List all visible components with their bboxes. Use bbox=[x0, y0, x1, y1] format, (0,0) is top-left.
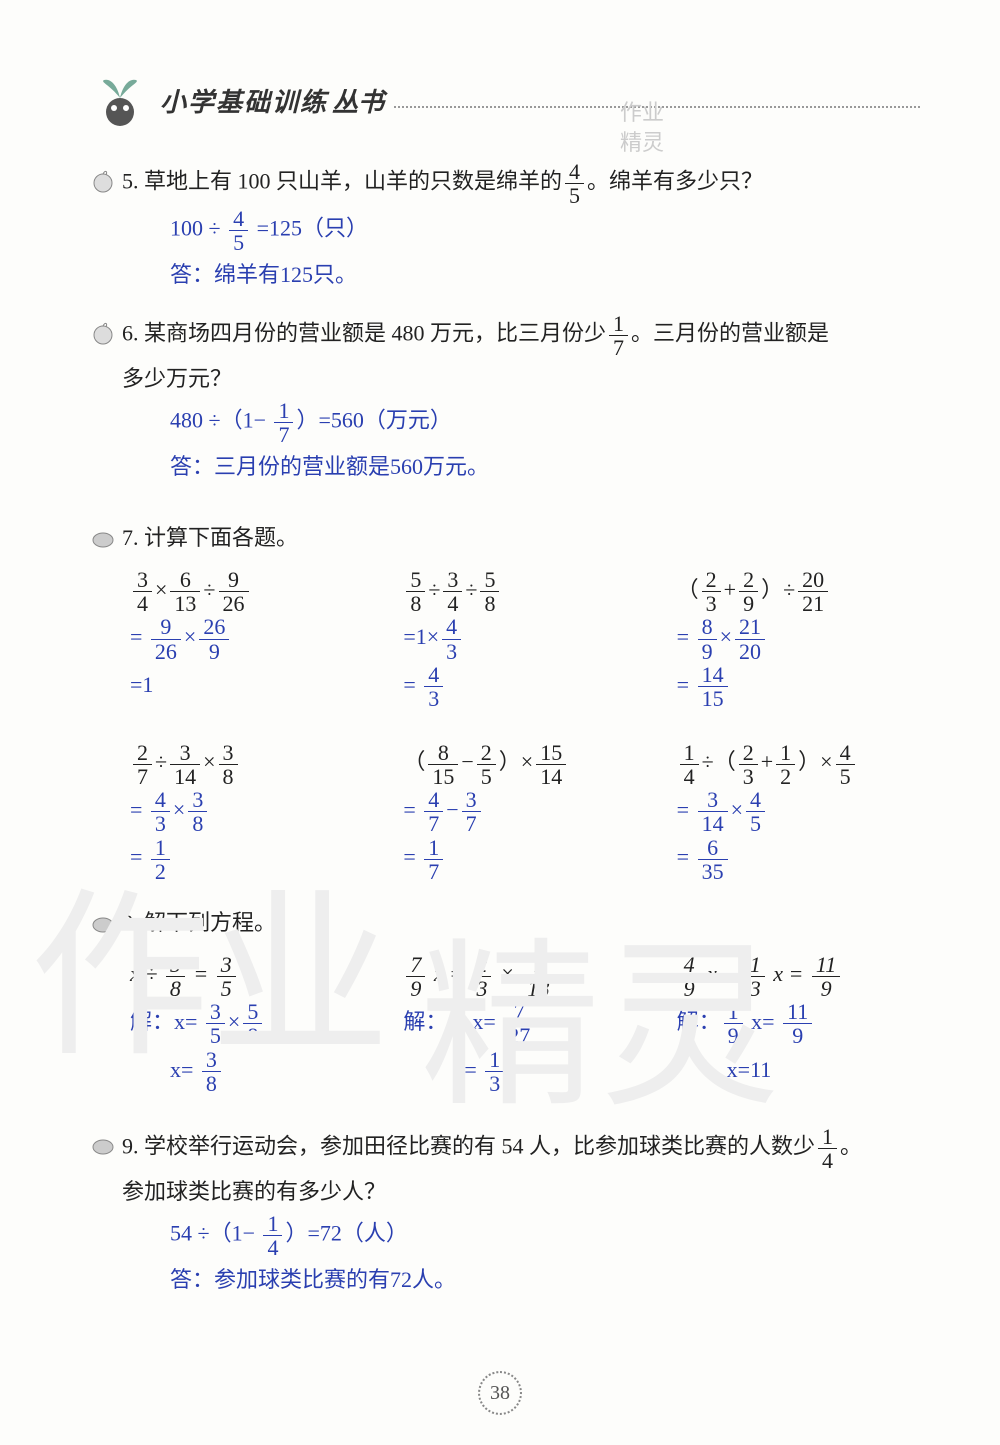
q6-text-c: 多少万元？ bbox=[122, 359, 829, 399]
q6-ans-b: ）=560（万元） bbox=[296, 408, 451, 433]
q5-number: 5. bbox=[122, 169, 139, 194]
q9-ans-b: ）=72（人） bbox=[285, 1220, 407, 1245]
q9-frac-n: 1 bbox=[818, 1125, 837, 1149]
q8-number: 8. bbox=[122, 910, 139, 935]
problem-7: 7. 计算下面各题。 34×613÷926= 926×269=1 58÷34÷5… bbox=[90, 518, 920, 883]
sprout-icon bbox=[90, 70, 150, 130]
q5-ansfrac-n: 4 bbox=[229, 207, 248, 231]
q7-c2: 58÷34÷58=1×43= 43 bbox=[403, 568, 646, 711]
problem-5: 5. 草地上有 100 只山羊，山羊的只数是绵羊的45。绵羊有多少只？ 100 … bbox=[90, 160, 920, 296]
q6-answer-1: 480 ÷（1− 17）=560（万元） bbox=[170, 399, 920, 446]
q6-answer-2: 答：三月份的营业额是560万元。 bbox=[170, 446, 920, 488]
q8-text: 解下列方程。 bbox=[144, 910, 276, 935]
q7-c1: 34×613÷926= 926×269=1 bbox=[130, 568, 373, 711]
q8-c1: x ÷ 58 = 35解：x= 35×58x= 38 bbox=[130, 952, 373, 1095]
q9-ansfrac-d: 4 bbox=[263, 1236, 282, 1259]
q5-answer-2: 答：绵羊有125只。 bbox=[170, 254, 920, 296]
q9-ans-a: 54 ÷（1− bbox=[170, 1220, 260, 1245]
q5-ans-b: =125（只） bbox=[251, 216, 368, 241]
q7-c5: （815−25）×1514= 47−37= 17 bbox=[403, 740, 646, 883]
q9-text-c: 参加球类比赛的有多少人？ bbox=[122, 1172, 862, 1212]
q6-number: 6. bbox=[122, 321, 139, 346]
q7-row-1: 34×613÷926= 926×269=1 58÷34÷58=1×43= 43 … bbox=[130, 568, 920, 711]
q7-c6: 14÷（23+12）×45= 314×45= 635 bbox=[677, 740, 920, 883]
q9-text-a: 学校举行运动会，参加田径比赛的有 54 人，比参加球类比赛的人数少 bbox=[144, 1134, 815, 1159]
q7-text: 计算下面各题。 bbox=[144, 525, 298, 550]
leaf-icon bbox=[90, 911, 116, 937]
problem-9: 9. 学校举行运动会，参加田径比赛的有 54 人，比参加球类比赛的人数少14。 … bbox=[90, 1125, 920, 1301]
q5-frac-d: 5 bbox=[565, 184, 584, 207]
q5-text-b: 。绵羊有多少只？ bbox=[587, 169, 763, 194]
leaf-icon bbox=[90, 526, 116, 552]
q9-frac-d: 4 bbox=[818, 1149, 837, 1172]
q6-ans-a: 480 ÷（1− bbox=[170, 408, 271, 433]
header-subtitle: 丛书 bbox=[332, 82, 384, 119]
q7-row-2: 27÷314×38= 43×38= 12 （815−25）×1514= 47−3… bbox=[130, 740, 920, 883]
apple-icon bbox=[90, 168, 116, 194]
q8-c3: 49 x − 13 x = 119解：19 x= 119x=11 bbox=[677, 952, 920, 1095]
q9-answer-2: 答：参加球类比赛的有72人。 bbox=[170, 1259, 920, 1301]
apple-icon bbox=[90, 320, 116, 346]
watermark-small-1: 作业 bbox=[620, 95, 664, 127]
q8-row: x ÷ 58 = 35解：x= 35×58x= 38 79 x = 23 × 7… bbox=[130, 952, 920, 1095]
q5-ans-a: 100 ÷ bbox=[170, 216, 226, 241]
q5-frac-n: 4 bbox=[565, 160, 584, 184]
q9-text-b: 。 bbox=[840, 1134, 862, 1159]
q7-c3: （23+29）÷2021= 89×2120= 1415 bbox=[677, 568, 920, 711]
q6-ansfrac-n: 1 bbox=[274, 399, 293, 423]
q7-number: 7. bbox=[122, 525, 139, 550]
page-header: 小学基础训练 丛书 bbox=[90, 70, 920, 130]
page-number: 38 bbox=[478, 1371, 522, 1415]
problem-6: 6. 某商场四月份的营业额是 480 万元，比三月份少17。三月份的营业额是 多… bbox=[90, 312, 920, 488]
q9-number: 9. bbox=[122, 1134, 139, 1159]
q9-ansfrac-n: 1 bbox=[263, 1212, 282, 1236]
q6-text-a: 某商场四月份的营业额是 480 万元，比三月份少 bbox=[144, 321, 606, 346]
q6-text-b: 。三月份的营业额是 bbox=[631, 321, 829, 346]
q6-frac-d: 7 bbox=[609, 336, 628, 359]
q6-frac-n: 1 bbox=[609, 312, 628, 336]
q8-c2: 79 x = 23 × 718解：79x= 727x= 13 bbox=[403, 952, 646, 1095]
q5-ansfrac-d: 5 bbox=[229, 231, 248, 254]
problem-8: 8. 解下列方程。 x ÷ 58 = 35解：x= 35×58x= 38 79 … bbox=[90, 903, 920, 1095]
q5-answer-1: 100 ÷ 45 =125（只） bbox=[170, 207, 920, 254]
q9-answer-1: 54 ÷（1− 14）=72（人） bbox=[170, 1212, 920, 1259]
q7-c4: 27÷314×38= 43×38= 12 bbox=[130, 740, 373, 883]
watermark-small-2: 精灵 bbox=[620, 125, 664, 157]
header-title: 小学基础训练 bbox=[160, 82, 328, 119]
leaf-icon bbox=[90, 1133, 116, 1159]
q5-text-a: 草地上有 100 只山羊，山羊的只数是绵羊的 bbox=[144, 169, 562, 194]
q6-ansfrac-d: 7 bbox=[274, 423, 293, 446]
